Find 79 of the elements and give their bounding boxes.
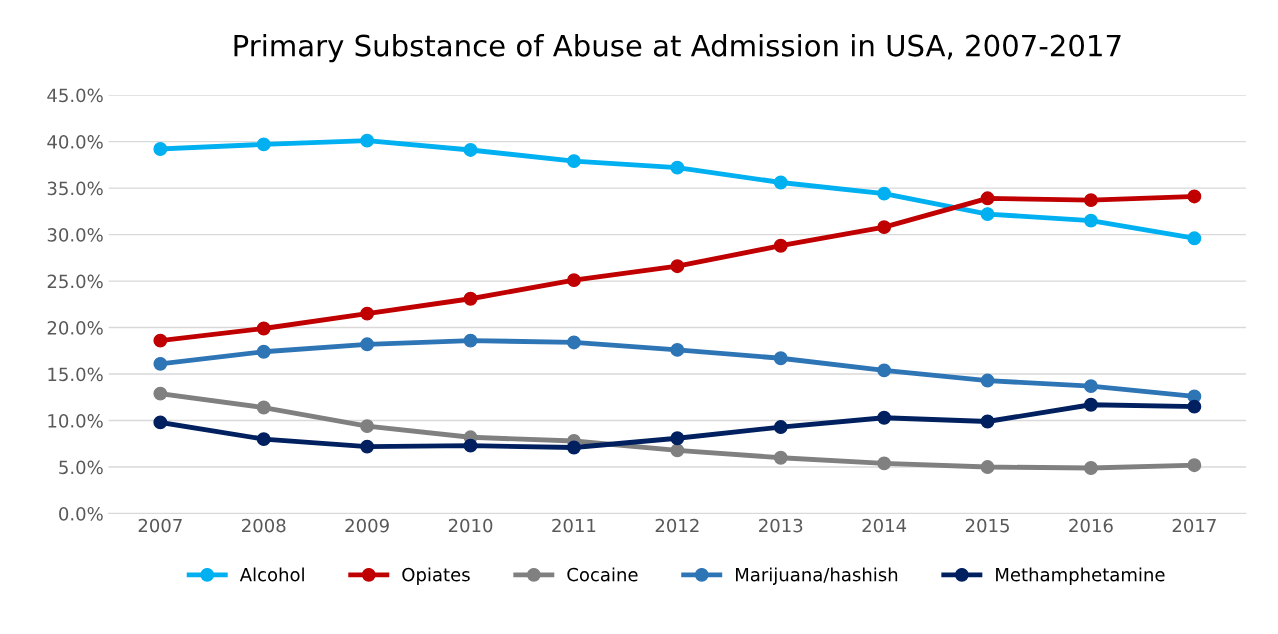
y-tick-label: 20.0% (47, 321, 103, 335)
point (1187, 399, 1202, 414)
point (566, 273, 581, 288)
x-tick-label: 2009 (345, 518, 389, 533)
point (670, 443, 685, 458)
point (773, 420, 788, 435)
point (256, 321, 271, 336)
x-tick-label: 2016 (1069, 518, 1113, 533)
chart-title: Primary Substance of Abuse at Admission in USA, 2007-2017 (234, 34, 1121, 63)
y-tick-label: 0.0% (59, 507, 103, 521)
x-tick-label: 2013 (759, 518, 803, 533)
point (980, 414, 995, 429)
point (1187, 458, 1202, 473)
legend-label: Methamphetamine (996, 567, 1165, 585)
x-tick-label: 2008 (242, 518, 286, 533)
point (980, 191, 995, 206)
legend-label: Marijuana/hashish (736, 567, 898, 585)
point (1084, 461, 1098, 475)
point (153, 333, 168, 348)
x-tick-label: 2017 (1172, 518, 1216, 533)
point (566, 154, 581, 169)
y-tick-label: 30.0% (47, 228, 103, 242)
point (773, 351, 788, 366)
point (877, 220, 892, 235)
y-tick-label: 40.0% (47, 135, 103, 149)
point (360, 439, 375, 454)
point (360, 306, 375, 321)
legend-label: Opiates (402, 567, 470, 585)
point (463, 291, 478, 306)
point (877, 186, 892, 201)
point (670, 342, 685, 357)
x-tick-label: 2012 (655, 518, 699, 533)
point (463, 438, 478, 453)
point (153, 415, 168, 430)
y-tick-label: 35.0% (47, 181, 103, 196)
point (360, 337, 375, 352)
x-tick-label: 2007 (138, 518, 182, 533)
point (773, 450, 788, 465)
point (1084, 379, 1098, 394)
y-tick-label: 45.0% (47, 88, 103, 103)
point (153, 142, 168, 156)
point (256, 137, 271, 152)
legend-label: Cocaine (567, 567, 638, 582)
point (773, 238, 788, 253)
y-tick-label: 15.0% (48, 367, 103, 382)
y-tick-label: 25.0% (47, 274, 103, 289)
point (877, 456, 892, 471)
point (360, 133, 375, 148)
point (360, 419, 375, 434)
y-tick-label: 10.0% (48, 414, 103, 428)
point (980, 207, 995, 222)
x-tick-label: 2014 (862, 518, 907, 533)
legend-label: Alcohol (239, 567, 304, 582)
x-tick-label: 2011 (552, 518, 596, 533)
x-tick-label: 2015 (965, 518, 1009, 533)
point (1187, 189, 1202, 204)
point (256, 432, 271, 447)
point (256, 400, 271, 415)
x-tick-label: 2010 (448, 518, 493, 533)
y-tick-label: 5.0% (59, 460, 103, 475)
point (773, 175, 788, 190)
point (1084, 193, 1098, 208)
point (1187, 231, 1202, 246)
point (1084, 397, 1098, 412)
point (463, 333, 478, 348)
point (670, 160, 685, 175)
point (670, 259, 685, 274)
point (153, 386, 168, 401)
point (566, 335, 581, 350)
point (980, 373, 995, 388)
point (1084, 213, 1098, 228)
point (256, 344, 271, 359)
point (463, 143, 478, 157)
point (670, 431, 685, 446)
point (877, 363, 892, 378)
point (877, 410, 892, 425)
point (566, 440, 581, 455)
point (980, 460, 995, 474)
point (153, 356, 168, 371)
